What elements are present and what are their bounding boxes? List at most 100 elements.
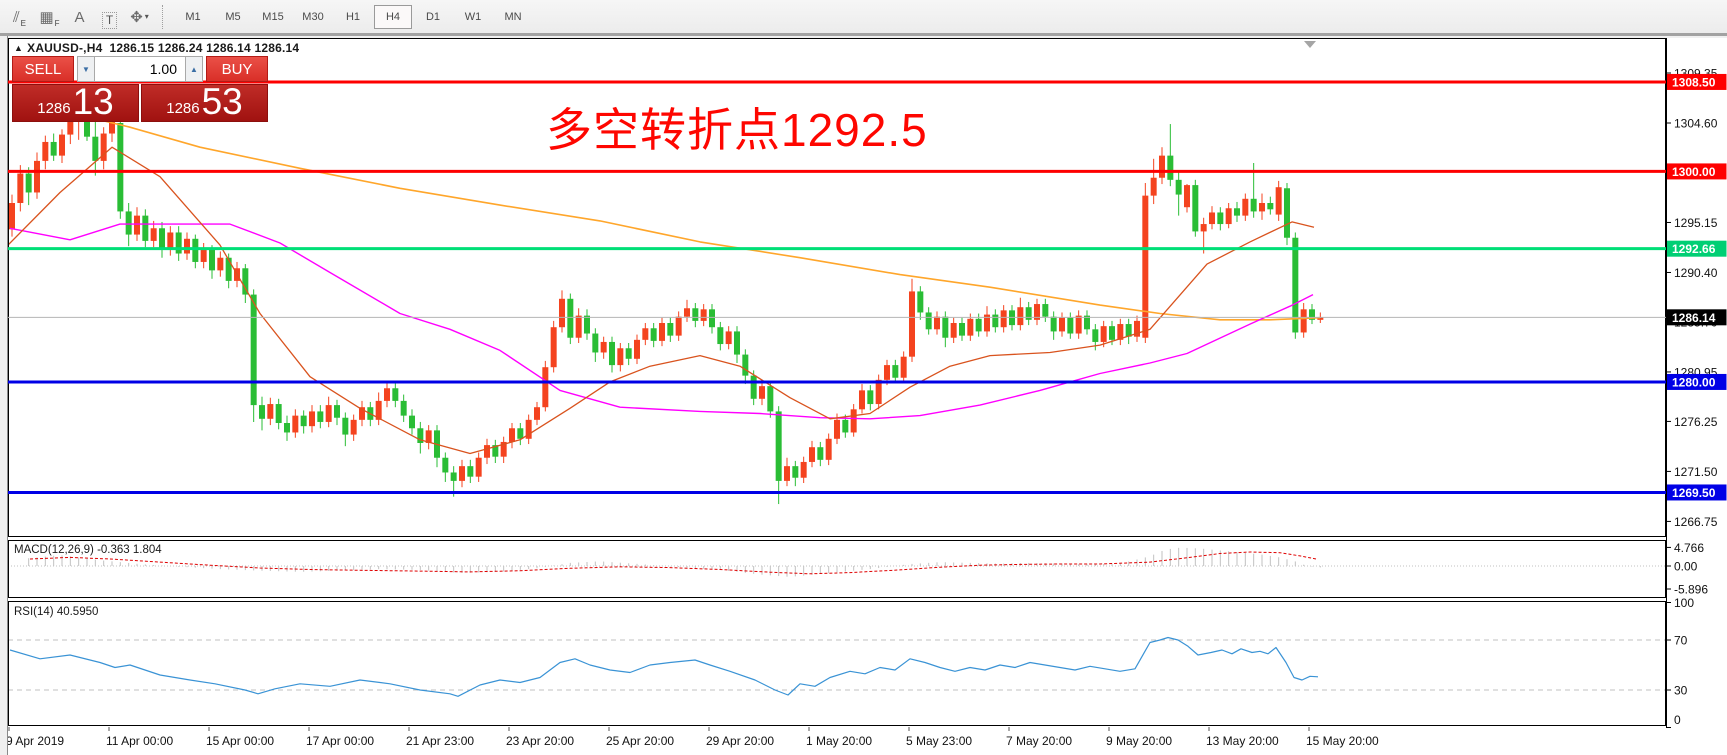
time-axis-label: 9 May 20:00 [1106, 734, 1172, 748]
sell-price-main: 1286 [37, 100, 71, 117]
buy-price-box[interactable]: 1286 53 [141, 83, 268, 122]
candle-body [750, 375, 757, 399]
candle-body [1275, 187, 1282, 215]
candle-body [142, 215, 149, 241]
candle-body [250, 294, 257, 406]
candle-body [333, 405, 340, 418]
window-left-edge [0, 36, 8, 755]
candle-body [950, 322, 957, 338]
timeframe-button-h1[interactable]: H1 [345, 10, 361, 23]
text-tool-icon[interactable]: A [74, 8, 85, 26]
sell-price-box[interactable]: 1286 13 [12, 81, 139, 122]
candle-body [742, 354, 749, 376]
candle-body [542, 367, 549, 408]
chart-canvas[interactable]: 1309.351304.601295.151290.401285.701280.… [8, 38, 1727, 755]
candle-body [1083, 315, 1090, 330]
candle-body [883, 365, 890, 380]
timeframe-button-d1[interactable]: D1 [425, 10, 441, 23]
fibonacci-tool-icon[interactable]: ▦ F [39, 8, 60, 28]
candle-body [150, 228, 157, 241]
candle-body [208, 249, 215, 271]
candle-body [408, 415, 415, 429]
rsi-axis-tick: 30 [1674, 684, 1688, 698]
text-label-tool-icon[interactable]: T [96, 5, 123, 29]
candle-body [167, 232, 174, 250]
candle-body [775, 411, 782, 481]
ma-fast-red-line [9, 146, 1315, 455]
ma-medium-magenta-line [9, 223, 1314, 420]
symbol-marker-icon: ▲ [14, 43, 24, 53]
sell-price-pips: 13 [72, 81, 114, 122]
candle-body [417, 428, 424, 443]
candle-body [1242, 198, 1249, 216]
candle-body [1042, 304, 1049, 317]
candle-body [325, 405, 332, 422]
candle-body [842, 419, 849, 433]
candle-body [700, 309, 707, 321]
candle-body [1267, 202, 1274, 210]
candle-body [600, 341, 607, 353]
candle-body [1000, 310, 1007, 328]
time-axis-label: 9 Apr 2019 [8, 734, 64, 748]
candle-body [1167, 155, 1174, 180]
main-chart-panel[interactable] [8, 38, 1666, 537]
candle-body [125, 211, 132, 235]
chart-text-annotation: 多空转折点1292.5 [546, 104, 928, 156]
timeframe-button-m15[interactable]: M15 [262, 10, 284, 23]
chart-shift-marker-icon[interactable] [1304, 41, 1316, 48]
price-badge-1269.50 [1666, 484, 1727, 501]
candle-body [1225, 208, 1232, 225]
timeframe-button-mn[interactable]: MN [504, 10, 522, 23]
time-axis-label: 11 Apr 00:00 [106, 734, 173, 748]
candle-body [767, 386, 774, 412]
candle-body [875, 379, 882, 405]
candle-body [1100, 326, 1107, 342]
candle-body [242, 268, 249, 295]
candle-body [608, 341, 615, 366]
price-badge-label: 1300.00 [1672, 165, 1716, 179]
candle-body [1283, 188, 1290, 238]
candle-body [517, 428, 524, 439]
candle-body [667, 322, 674, 336]
candle-body [58, 134, 65, 156]
time-axis-label: 17 Apr 00:00 [306, 734, 374, 748]
volume-increase-button[interactable]: ▲ [185, 56, 203, 82]
timeframe-button-m1[interactable]: M1 [185, 10, 201, 23]
candle-body [1108, 326, 1115, 340]
candle-body [17, 173, 24, 203]
equidistant-channel-tool-icon[interactable]: ⫽ E [12, 8, 27, 28]
macd-indicator-label: MACD(12,26,9) -0.363 1.804 [14, 544, 162, 556]
candle-body [1208, 212, 1215, 225]
sell-button[interactable]: SELL [12, 56, 74, 82]
rsi-panel[interactable] [8, 601, 1666, 726]
rsi-axis-tick: 70 [1674, 634, 1688, 648]
timeframe-button-m30[interactable]: M30 [302, 10, 324, 23]
arrows-tool-icon[interactable]: ✥ ▾ [130, 8, 149, 26]
buy-button[interactable]: BUY [206, 56, 268, 82]
timeframe-button-h4[interactable]: H4 [374, 4, 412, 29]
candle-body [292, 415, 299, 433]
candle-body [1300, 309, 1307, 333]
price-axis-tick: 1276.25 [1674, 415, 1718, 429]
candle-body [9, 202, 15, 230]
candle-body [183, 238, 190, 254]
candle-body [1183, 185, 1190, 208]
candle-body [1317, 317, 1324, 320]
candle-body [833, 419, 840, 439]
timeframe-button-w1[interactable]: W1 [464, 10, 482, 23]
candle-body [483, 445, 490, 458]
candle-body [975, 318, 982, 332]
candle-body [225, 257, 232, 281]
chart-symbol: XAUUSD-,H4 [27, 41, 103, 55]
volume-decrease-button[interactable]: ▼ [77, 56, 95, 82]
candle-body [933, 316, 940, 330]
price-axis-tick: 1295.15 [1674, 216, 1718, 230]
price-badge-1300.00 [1666, 163, 1727, 180]
price-badge-label: 1308.50 [1672, 75, 1716, 89]
time-axis-label: 29 Apr 20:00 [706, 734, 774, 748]
candle-body [442, 457, 449, 473]
candle-body [900, 356, 907, 378]
rsi-axis-tick: 100 [1674, 596, 1694, 610]
timeframe-button-m5[interactable]: M5 [225, 10, 241, 23]
volume-input[interactable] [95, 56, 185, 82]
